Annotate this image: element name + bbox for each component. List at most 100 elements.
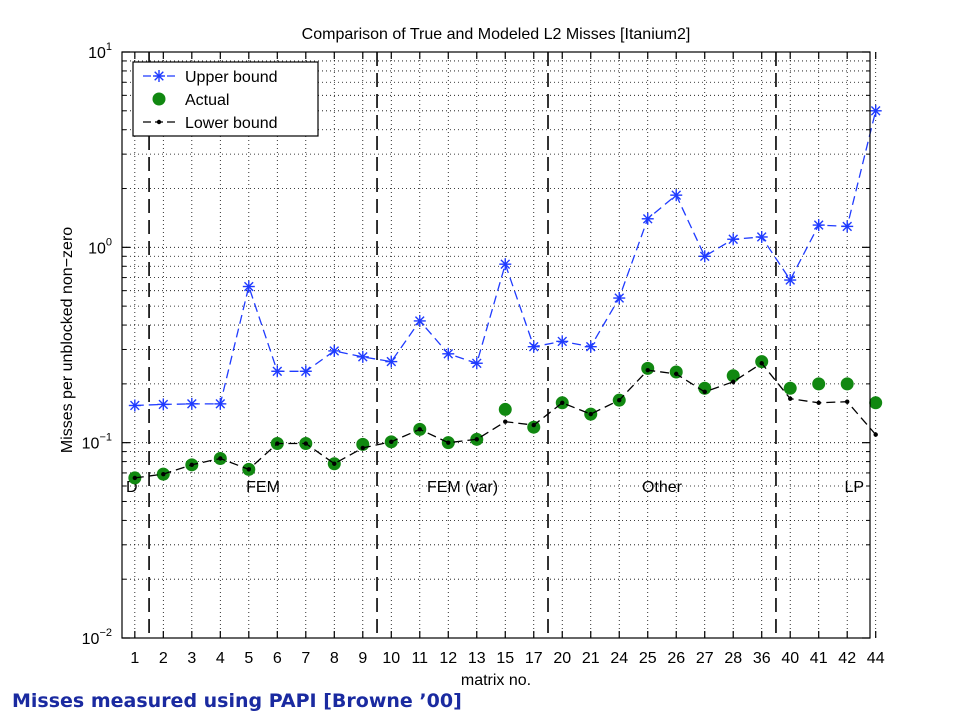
grid — [122, 52, 877, 638]
data-point-lower-bound — [873, 432, 878, 437]
data-point-lower-bound — [674, 371, 679, 377]
y-axis-label: Misses per unblocked non−zero — [59, 227, 76, 453]
x-tick-label: 12 — [439, 650, 457, 667]
data-point-lower-bound — [446, 440, 451, 445]
data-point-lower-bound — [417, 427, 422, 432]
data-point-upper-bound — [157, 398, 170, 411]
legend-label: Lower bound — [185, 115, 278, 132]
x-tick-label: 42 — [838, 650, 856, 667]
data-point-upper-bound — [214, 397, 227, 410]
x-tick-label: 13 — [468, 650, 486, 667]
x-tick-label: 28 — [724, 650, 742, 667]
data-point-upper-bound — [613, 292, 626, 305]
data-point-upper-bound — [641, 212, 654, 225]
chart-title: Comparison of True and Modeled L2 Misses… — [302, 26, 691, 43]
data-point-upper-bound — [128, 399, 141, 412]
data-point-upper-bound — [356, 350, 369, 363]
legend-label: Actual — [185, 92, 229, 109]
region-dividers: D FEM FEM (var) Other LP — [126, 52, 864, 638]
series-upper-bound — [128, 104, 882, 412]
data-point-upper-bound — [755, 230, 768, 243]
legend-label: Upper bound — [185, 69, 278, 86]
data-point-upper-bound — [442, 347, 455, 360]
x-tick-label: 4 — [216, 650, 225, 667]
data-point-actual — [783, 381, 797, 395]
data-point-actual — [840, 377, 854, 391]
data-point-upper-bound — [242, 280, 255, 293]
x-tick-label: 25 — [639, 650, 657, 667]
data-point-lower-bound — [389, 439, 394, 445]
data-point-upper-bound — [670, 189, 683, 202]
data-point-lower-bound — [503, 419, 508, 424]
legend-entry: Lower bound — [143, 115, 278, 132]
x-tick-label: 7 — [301, 650, 310, 667]
y-tick-label: 10−2 — [82, 627, 112, 648]
data-point-lower-bound — [731, 379, 736, 384]
series-lower-bound — [132, 361, 878, 481]
data-point-lower-bound — [645, 367, 650, 373]
plot-frame — [121, 51, 871, 639]
data-point-upper-bound — [385, 355, 398, 368]
x-tick-label: 21 — [582, 650, 600, 667]
x-tick-label: 8 — [330, 650, 339, 667]
region-label: Other — [642, 479, 683, 496]
x-tick-label: 44 — [867, 650, 885, 667]
y-tick-label: 101 — [88, 41, 112, 62]
legend-entry: Actual — [152, 92, 229, 109]
data-point-upper-bound — [299, 365, 312, 378]
data-point-actual — [498, 402, 512, 416]
data-point-lower-bound — [531, 422, 536, 428]
x-axis-label: matrix no. — [461, 672, 531, 689]
x-tick-label: 36 — [753, 650, 771, 667]
x-tick-label: 20 — [553, 650, 571, 667]
data-point-upper-bound — [271, 365, 284, 378]
legend-marker-dot — [156, 119, 162, 125]
series — [128, 104, 883, 485]
x-tick-label: 5 — [244, 650, 253, 667]
x-tick-label: 2 — [159, 650, 168, 667]
data-point-upper-bound — [413, 314, 426, 327]
data-point-lower-bound — [759, 361, 764, 366]
data-point-upper-bound — [499, 258, 512, 271]
x-tick-label: 24 — [610, 650, 628, 667]
y-tick-label: 100 — [88, 236, 112, 257]
data-point-upper-bound — [869, 104, 882, 117]
x-tick-label: 15 — [496, 650, 514, 667]
region-label: LP — [845, 479, 865, 496]
x-tick-label: 11 — [411, 650, 428, 667]
data-point-actual — [869, 396, 883, 410]
data-point-lower-bound — [360, 445, 365, 451]
data-point-upper-bound — [584, 340, 597, 353]
data-point-lower-bound — [332, 461, 337, 466]
y-tick-label: 10−1 — [82, 432, 112, 453]
data-point-lower-bound — [816, 400, 821, 405]
data-point-lower-bound — [588, 411, 593, 417]
data-point-upper-bound — [812, 219, 825, 232]
data-point-lower-bound — [702, 389, 707, 395]
data-point-lower-bound — [845, 399, 850, 404]
data-point-upper-bound — [556, 335, 569, 348]
x-tick-label: 6 — [273, 650, 282, 667]
data-point-lower-bound — [560, 400, 565, 405]
data-point-upper-bound — [470, 357, 483, 370]
x-tick-label: 1 — [130, 650, 139, 667]
data-point-upper-bound — [727, 233, 740, 246]
data-point-upper-bound — [527, 340, 540, 353]
slide-caption: Misses measured using PAPI [Browne ’00] — [12, 690, 462, 712]
data-point-upper-bound — [784, 274, 797, 287]
legend: Upper bound Actual Lower bound — [132, 61, 319, 137]
data-point-lower-bound — [161, 471, 166, 477]
legend-entry: Upper bound — [143, 69, 278, 86]
data-point-upper-bound — [841, 220, 854, 233]
region-label: D — [126, 479, 138, 496]
x-tick-label: 10 — [382, 650, 400, 667]
data-point-actual — [812, 377, 826, 391]
x-tick-label: 9 — [358, 650, 367, 667]
data-point-lower-bound — [246, 467, 252, 472]
data-point-lower-bound — [275, 441, 280, 446]
data-point-lower-bound — [617, 397, 622, 403]
data-point-upper-bound — [328, 344, 341, 357]
data-point-lower-bound — [303, 441, 308, 446]
